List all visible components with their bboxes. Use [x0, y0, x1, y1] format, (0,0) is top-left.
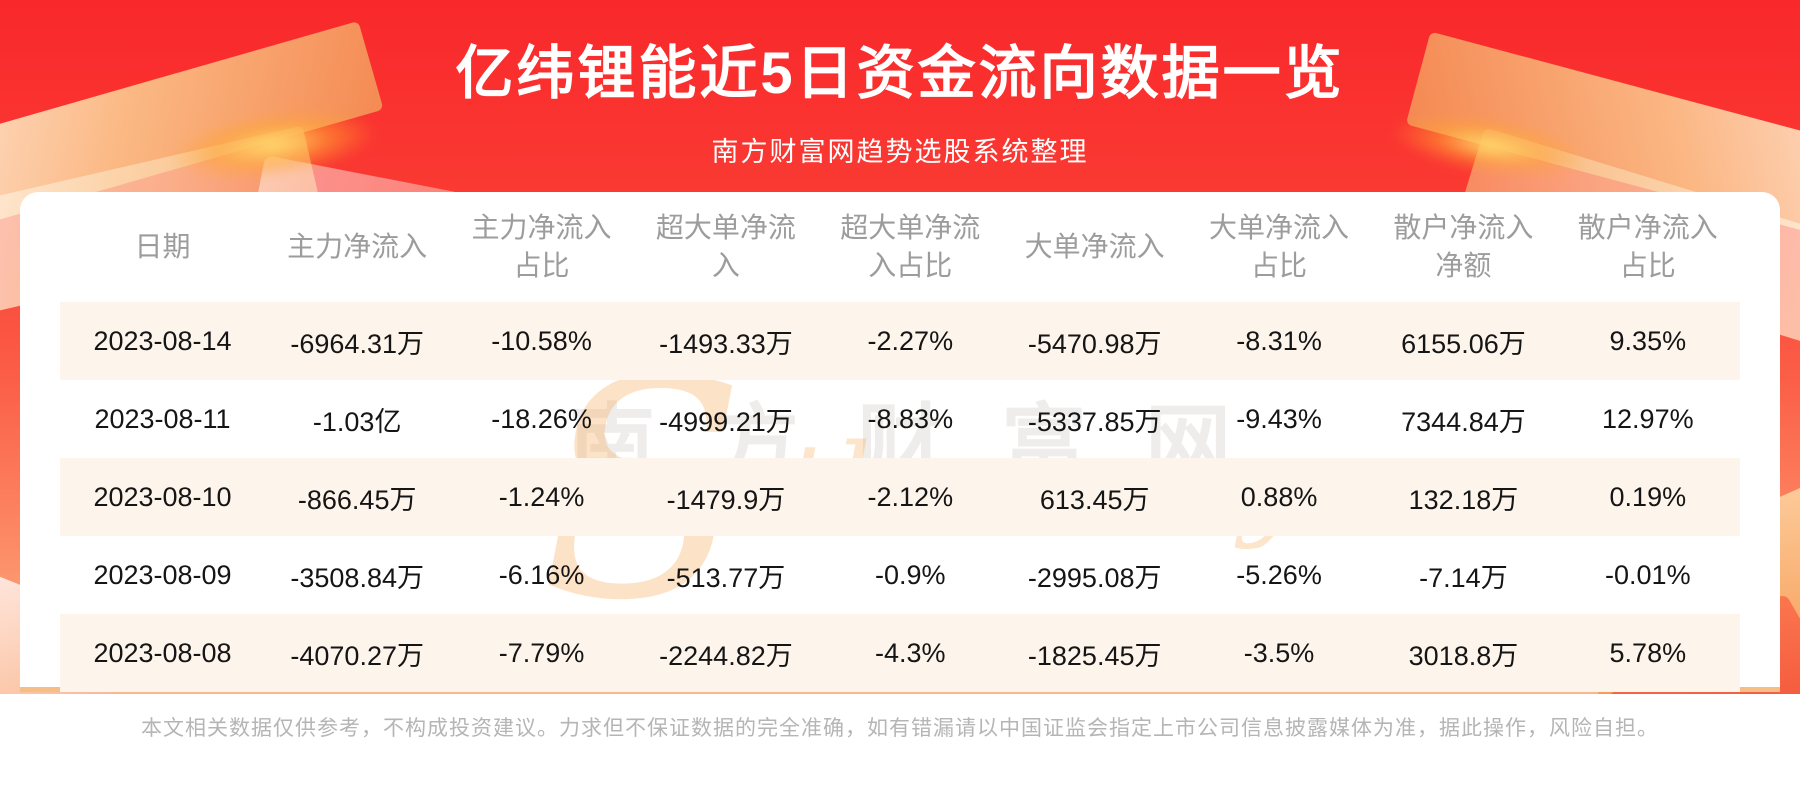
page-title: 亿纬锂能近5日资金流向数据一览 — [455, 41, 1345, 106]
table-cell: -1.03亿 — [312, 406, 402, 437]
table-cell: -9.43% — [1236, 403, 1322, 434]
table-cell: -5.26% — [1236, 559, 1322, 590]
table-cell: 2023-08-08 — [93, 637, 232, 668]
table-row: 2023-08-08 -4070.27万 -7.79% -2244.82万 -4.3% -… — [60, 614, 1740, 692]
table-cell: -4070.27万 — [290, 640, 424, 671]
table-cell: 132.18万 — [1408, 484, 1519, 515]
table-head: 日期 主力净流入 主力净流入占比 超大单净流入 超大单净流入占比 大单净流入 大单净流入占比… — [60, 192, 1740, 302]
table-cell: 0.88% — [1240, 481, 1318, 512]
table-cell: -0.9% — [875, 559, 946, 590]
data-card: 南方财富网 S outhmoney.com 日期 主力净流入 主力净流入占比 超大单净… — [20, 192, 1780, 692]
table-cell: -4999.21万 — [659, 406, 793, 437]
column-header: 日期 — [134, 231, 191, 263]
table-cell: 0.19% — [1609, 481, 1687, 512]
table-cell: -8.31% — [1236, 325, 1322, 356]
table-cell: -3.5% — [1243, 637, 1315, 668]
table-cell: 2023-08-09 — [93, 559, 232, 590]
table-cell: -18.26% — [491, 403, 592, 434]
table-cell: -5337.85万 — [1027, 406, 1162, 437]
table-cell: -2244.82万 — [659, 640, 793, 671]
column-header: 超大单净流入占比 — [840, 212, 981, 281]
table-cell: -1825.45万 — [1027, 640, 1162, 671]
table-row: 2023-08-11 -1.03亿 -18.26% -4999.21万 -8.83% -5… — [60, 380, 1740, 458]
table-cell: -4.3% — [875, 637, 946, 668]
table-cell: 2023-08-10 — [93, 481, 232, 512]
table-cell: 12.97% — [1602, 403, 1694, 434]
table-header-row: 日期 主力净流入 主力净流入占比 超大单净流入 超大单净流入占比 大单净流入 大单净流入占比… — [60, 192, 1740, 302]
table-cell: -3508.84万 — [290, 562, 424, 593]
watermark-chinese: 南方财富网 — [569, 397, 1289, 493]
column-header: 散户净流入占比 — [1577, 212, 1718, 281]
table-cell: -8.83% — [867, 403, 954, 434]
table-cell: 2023-08-14 — [93, 325, 232, 356]
table-cell: -866.45万 — [297, 484, 417, 515]
table-cell: -1.24% — [498, 481, 585, 512]
table-cell: 5.78% — [1609, 637, 1687, 668]
column-header: 散户净流入净额 — [1393, 212, 1534, 281]
table-cell: 9.35% — [1609, 325, 1687, 356]
column-header: 超大单净流入 — [655, 212, 796, 281]
column-header: 主力净流入 — [287, 231, 428, 263]
table-cell: -7.14万 — [1419, 562, 1508, 593]
table-cell: 6155.06万 — [1401, 328, 1526, 359]
column-header: 大单净流入占比 — [1209, 212, 1350, 281]
table-cell: -0.01% — [1605, 559, 1691, 590]
table-cell: -2.27% — [867, 325, 954, 356]
table-cell: -513.77万 — [666, 562, 786, 593]
table-row: 2023-08-10 -866.45万 -1.24% -1479.9万 -2.12% 61… — [60, 458, 1740, 536]
fund-flow-table: 日期 主力净流入 主力净流入占比 超大单净流入 超大单净流入占比 大单净流入 大单净流入占比… — [60, 192, 1740, 692]
table-cell: 7344.84万 — [1401, 406, 1526, 437]
table-cell: -1493.33万 — [659, 328, 793, 359]
table-cell: -5470.98万 — [1027, 328, 1162, 359]
table-cell: -7.79% — [498, 637, 585, 668]
table-cell: -6.16% — [498, 559, 585, 590]
table-body: 2023-08-14 -6964.31万 -10.58% -1493.33万 -2.27… — [60, 302, 1740, 692]
table-cell: -6964.31万 — [290, 328, 424, 359]
table-cell: 3018.8万 — [1408, 640, 1519, 671]
watermark-english: outhmoney.com — [638, 421, 1580, 551]
table-cell: -2995.08万 — [1027, 562, 1162, 593]
table-cell: 613.45万 — [1039, 484, 1150, 515]
page-subtitle: 南方财富网趋势选股系统整理 — [711, 137, 1089, 167]
column-header: 主力净流入占比 — [471, 212, 612, 281]
table-cell: -2.12% — [867, 481, 954, 512]
table-row: 2023-08-09 -3508.84万 -6.16% -513.77万 -0.9% -2… — [60, 536, 1740, 614]
watermark-initial: S — [540, 317, 746, 666]
table-row: 2023-08-14 -6964.31万 -10.58% -1493.33万 -2.27… — [60, 302, 1740, 380]
table-cell: 2023-08-11 — [94, 403, 231, 434]
column-header: 大单净流入 — [1024, 231, 1165, 263]
table-cell: -1479.9万 — [666, 484, 786, 515]
table-cell: -10.58% — [491, 325, 592, 356]
disclaimer: 本文相关数据仅供参考，不构成投资建议。力求但不保证数据的完全准确，如有错漏请以中… — [141, 717, 1659, 740]
